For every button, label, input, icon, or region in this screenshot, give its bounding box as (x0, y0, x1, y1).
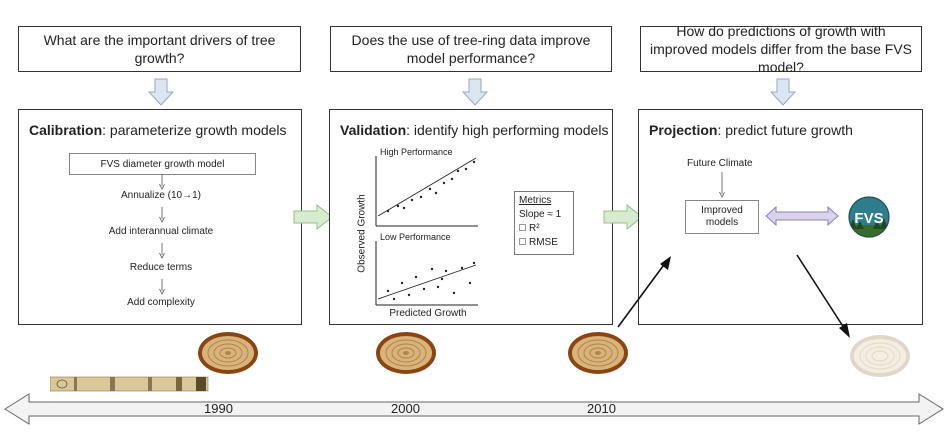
tree-ring-icon (198, 332, 258, 374)
high-performance-scatter (375, 156, 478, 227)
validation-panel: Validation: identify high performing mod… (329, 109, 613, 325)
high-performance-label: High Performance (380, 147, 453, 157)
metric-r2-row: R² (519, 222, 569, 236)
metric-rmse: RMSE (529, 237, 558, 248)
metric-rmse-row: RMSE (519, 236, 569, 250)
right-arrow-icon (293, 204, 333, 230)
question-box-performance: Does the use of tree-ring data improve m… (330, 26, 612, 72)
calibration-title-rest: : parameterize growth models (102, 122, 287, 138)
calibration-title-bold: Calibration (29, 122, 103, 138)
tree-ring-icon (568, 332, 628, 374)
calibration-title: Calibration: parameterize growth models (29, 122, 287, 138)
future-tree-ring-icon (850, 335, 910, 377)
fvs-model-box: FVS diameter growth model (69, 153, 256, 175)
year-2000: 2000 (391, 401, 420, 416)
improved-models-text: Improved models (701, 205, 743, 228)
question-box-predictions: How do predictions of growth with improv… (640, 23, 922, 75)
step-arrow-icon (159, 207, 165, 223)
checkbox-icon (519, 238, 526, 245)
low-performance-label: Low Performance (380, 232, 451, 242)
x-axis-label: Predicted Growth (389, 308, 467, 319)
fvs-logo: FVS (848, 196, 890, 238)
calibration-panel: Calibration: parameterize growth models … (18, 109, 302, 325)
fvs-logo-text: FVS (854, 210, 883, 227)
validation-title: Validation: identify high performing mod… (340, 122, 608, 138)
down-arrow-icon (148, 78, 174, 106)
right-arrow-icon (603, 204, 643, 230)
year-2010: 2010 (587, 401, 616, 416)
low-performance-scatter (375, 241, 478, 306)
step-reduce-terms: Reduce terms (129, 262, 193, 273)
projection-title: Projection: predict future growth (649, 122, 853, 138)
future-climate-label: Future Climate (687, 158, 753, 169)
checkbox-icon (519, 224, 526, 231)
question-box-drivers: What are the important drivers of tree g… (18, 26, 301, 72)
metrics-box: Metrics Slope ≈ 1 R² RMSE (514, 191, 574, 255)
question-predictions-text: How do predictions of growth with improv… (650, 23, 912, 75)
tree-ring-icon (376, 332, 436, 374)
wood-core-sample (50, 376, 209, 392)
metrics-title: Metrics (519, 195, 552, 206)
fvs-model-box-text: FVS diameter growth model (100, 158, 225, 170)
projection-panel: Projection: predict future growth Future… (638, 109, 923, 325)
question-performance-text: Does the use of tree-ring data improve m… (351, 32, 591, 66)
timeline-arrow (4, 393, 944, 425)
down-arrow-icon (462, 78, 488, 106)
improved-models-box: Improved models (685, 200, 759, 234)
double-arrow-icon (765, 206, 839, 226)
step-add-climate: Add interannual climate (108, 226, 214, 237)
down-arrow-icon (770, 78, 796, 106)
step-arrow-icon (159, 279, 165, 295)
validation-title-bold: Validation (340, 122, 407, 138)
validation-title-rest: : identify high performing models (406, 122, 609, 138)
question-drivers-text: What are the important drivers of tree g… (43, 32, 276, 66)
projection-title-bold: Projection (649, 122, 718, 138)
step-arrow-icon (159, 243, 165, 259)
step-add-complexity: Add complexity (127, 297, 195, 308)
future-climate-arrow-icon (719, 172, 725, 198)
y-axis-label: Observed Growth (356, 194, 368, 273)
projection-title-rest: : predict future growth (717, 122, 853, 138)
metric-slope: Slope ≈ 1 (519, 209, 562, 220)
metric-r2: R² (529, 223, 540, 234)
step-arrow-icon (159, 174, 165, 190)
step-annualize: Annualize (10→1) (120, 190, 202, 201)
year-1990: 1990 (204, 401, 233, 416)
